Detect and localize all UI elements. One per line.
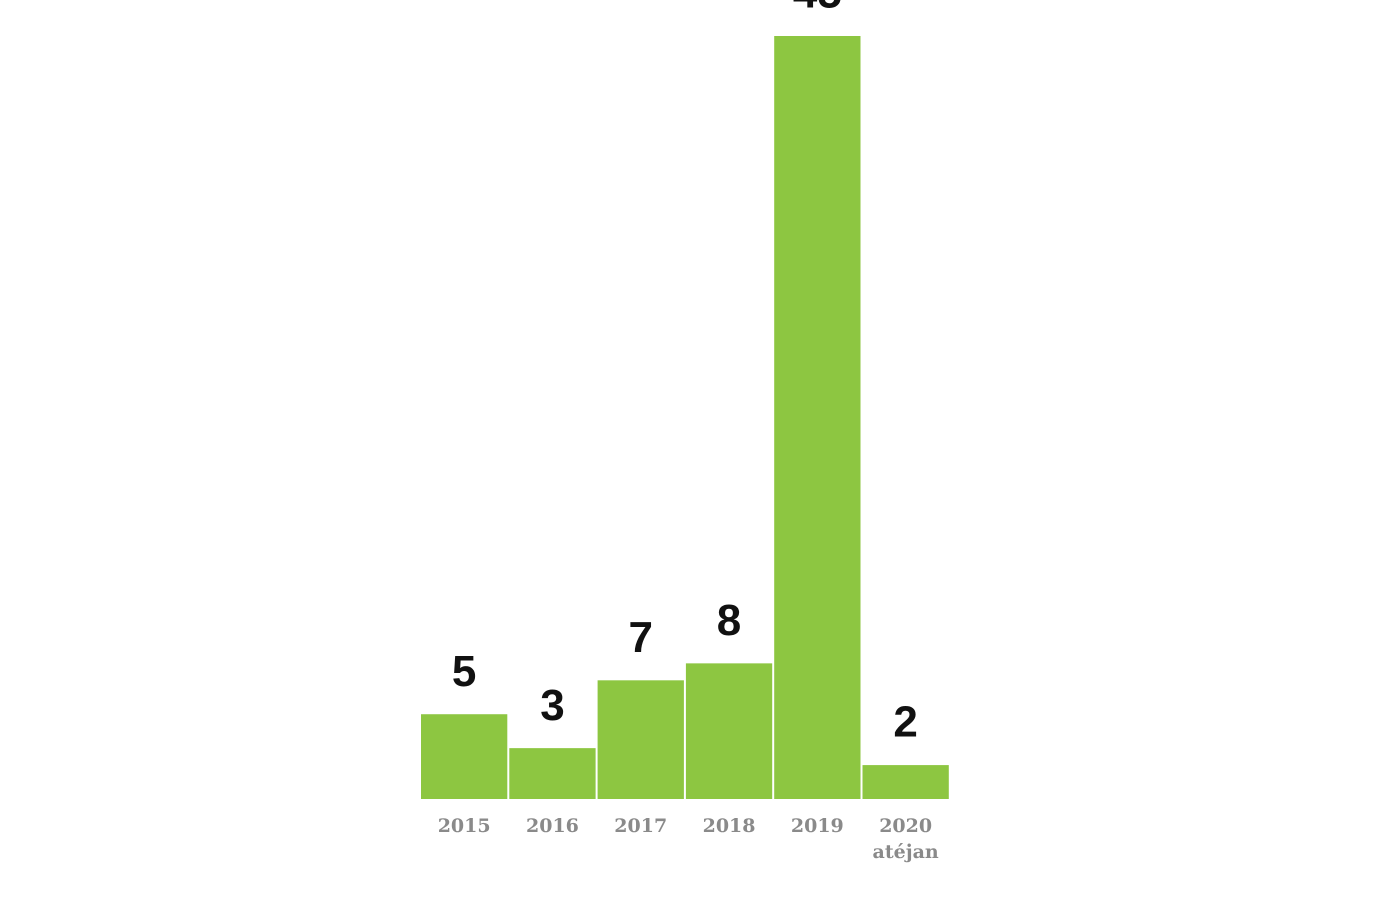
- bar: [685, 663, 773, 799]
- x-tick-label: 2019: [791, 815, 844, 837]
- value-label: 8: [717, 596, 741, 645]
- x-tick-label: 2017: [614, 815, 667, 837]
- x-tick-label: 2015: [438, 815, 491, 837]
- x-tick-label: 2016: [526, 815, 579, 837]
- x-tick-label: 2020 atéjan: [873, 815, 939, 863]
- bar: [597, 680, 684, 799]
- bar: [509, 748, 596, 799]
- bar: [421, 714, 508, 799]
- bar: [862, 765, 949, 799]
- value-label: 45: [793, 0, 842, 18]
- x-tick-label: 2018: [703, 815, 756, 837]
- value-label: 3: [540, 681, 564, 730]
- value-label: 2: [893, 698, 917, 747]
- bar: [774, 36, 861, 799]
- value-label: 7: [629, 613, 653, 662]
- value-label: 5: [452, 647, 476, 696]
